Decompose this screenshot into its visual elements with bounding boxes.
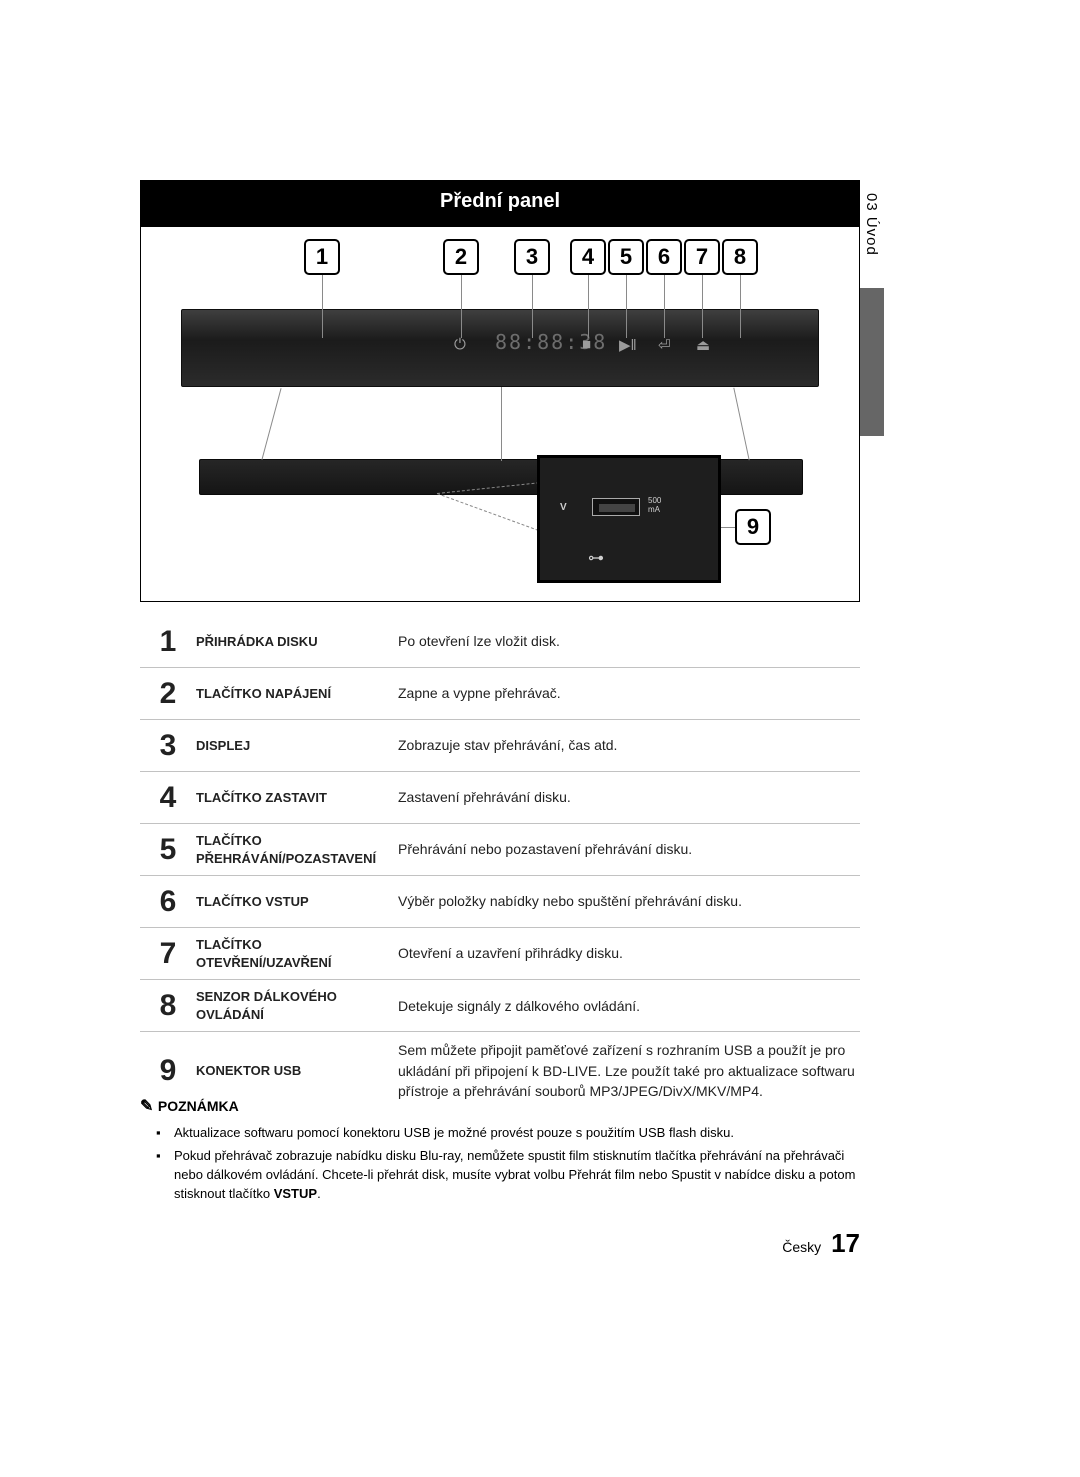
row-description: Po otevření lze vložit disk. bbox=[398, 631, 860, 651]
fan-line bbox=[501, 387, 502, 461]
row-label: DISPLEJ bbox=[196, 737, 398, 755]
callout-2: 2 bbox=[443, 239, 479, 275]
note-item: Pokud přehrávač zobrazuje nabídku disku … bbox=[174, 1147, 860, 1204]
leader-line bbox=[588, 275, 589, 338]
eject-icon: ⏏ bbox=[696, 336, 710, 354]
section-tab: 03 Úvod bbox=[863, 193, 880, 256]
table-row: 5TLAČÍTKO PŘEHRÁVÁNÍ/POZASTAVENÍPřehrává… bbox=[140, 824, 860, 876]
row-number: 5 bbox=[140, 833, 196, 867]
row-description: Sem můžete připojit paměťové zařízení s … bbox=[398, 1040, 860, 1101]
row-label: TLAČÍTKO VSTUP bbox=[196, 893, 398, 911]
page-footer: Česky 17 bbox=[140, 1228, 860, 1259]
callout-6: 6 bbox=[646, 239, 682, 275]
callout-4: 4 bbox=[570, 239, 606, 275]
row-number: 3 bbox=[140, 729, 196, 763]
usb-spec: 500 mA bbox=[648, 496, 661, 514]
table-row: 8SENZOR DÁLKOVÉHO OVLÁDÁNÍDetekuje signá… bbox=[140, 980, 860, 1032]
note-bold: VSTUP bbox=[274, 1186, 317, 1201]
page-title: Přední panel bbox=[140, 190, 860, 213]
row-label: TLAČÍTKO OTEVŘENÍ/UZAVŘENÍ bbox=[196, 936, 398, 971]
row-description: Výběr položky nabídky nebo spuštění přeh… bbox=[398, 891, 860, 911]
legend-table: 1PŘIHRÁDKA DISKUPo otevření lze vložit d… bbox=[140, 616, 860, 1109]
row-number: 6 bbox=[140, 885, 196, 919]
table-row: 2TLAČÍTKO NAPÁJENÍZapne a vypne přehráva… bbox=[140, 668, 860, 720]
row-number: 2 bbox=[140, 677, 196, 711]
row-label: TLAČÍTKO ZASTAVIT bbox=[196, 789, 398, 807]
callout-3: 3 bbox=[514, 239, 550, 275]
enter-icon: ⏎ bbox=[658, 336, 671, 354]
note-item: Aktualizace softwaru pomocí konektoru US… bbox=[174, 1124, 860, 1143]
row-label: KONEKTOR USB bbox=[196, 1062, 398, 1080]
usb-icon: ⊶ bbox=[588, 548, 604, 568]
row-label: TLAČÍTKO NAPÁJENÍ bbox=[196, 685, 398, 703]
stop-icon: ■ bbox=[582, 336, 591, 353]
row-number: 7 bbox=[140, 937, 196, 971]
callout-1: 1 bbox=[304, 239, 340, 275]
fan-line bbox=[261, 388, 281, 460]
fan-line bbox=[733, 388, 749, 461]
table-row: 4TLAČÍTKO ZASTAVITZastavení přehrávání d… bbox=[140, 772, 860, 824]
row-number: 9 bbox=[140, 1054, 196, 1088]
table-row: 6TLAČÍTKO VSTUPVýběr položky nabídky neb… bbox=[140, 876, 860, 928]
note-list: Aktualizace softwaru pomocí konektoru US… bbox=[140, 1124, 860, 1203]
row-number: 8 bbox=[140, 989, 196, 1023]
callout-8: 8 bbox=[722, 239, 758, 275]
note-section: POZNÁMKA Aktualizace softwaru pomocí kon… bbox=[140, 1096, 860, 1207]
callout-9: 9 bbox=[735, 509, 771, 545]
row-description: Zapne a vypne přehrávač. bbox=[398, 683, 860, 703]
footer-language: Česky bbox=[782, 1239, 821, 1255]
row-label: TLAČÍTKO PŘEHRÁVÁNÍ/POZASTAVENÍ bbox=[196, 832, 398, 867]
play-pause-icon: ▶‖ bbox=[619, 336, 637, 354]
leader-line bbox=[664, 275, 665, 338]
usb-port-icon bbox=[592, 498, 640, 516]
row-label: PŘIHRÁDKA DISKU bbox=[196, 633, 398, 651]
leader-line bbox=[461, 275, 462, 338]
table-row: 1PŘIHRÁDKA DISKUPo otevření lze vložit d… bbox=[140, 616, 860, 668]
row-label: SENZOR DÁLKOVÉHO OVLÁDÁNÍ bbox=[196, 988, 398, 1023]
leader-line bbox=[322, 275, 323, 338]
note-heading: POZNÁMKA bbox=[140, 1096, 860, 1116]
front-panel-diagram: 1 2 3 4 5 6 7 8 ⏻ 88:88:38 ■ ▶‖ ⏎ ⏏ V 50… bbox=[140, 226, 860, 602]
leader-line bbox=[740, 275, 741, 338]
table-row: 3DISPLEJZobrazuje stav přehrávání, čas a… bbox=[140, 720, 860, 772]
leader-line bbox=[532, 275, 533, 338]
row-description: Otevření a uzavření přihrádky disku. bbox=[398, 943, 860, 963]
callout-7: 7 bbox=[684, 239, 720, 275]
row-description: Detekuje signály z dálkového ovládání. bbox=[398, 996, 860, 1016]
leader-line bbox=[626, 275, 627, 338]
leader-line bbox=[721, 527, 735, 528]
row-number: 1 bbox=[140, 625, 196, 659]
row-description: Zastavení přehrávání disku. bbox=[398, 787, 860, 807]
callout-5: 5 bbox=[608, 239, 644, 275]
power-icon: ⏻ bbox=[454, 336, 466, 353]
leader-line bbox=[702, 275, 703, 338]
row-description: Přehrávání nebo pozastavení přehrávání d… bbox=[398, 839, 860, 859]
row-number: 4 bbox=[140, 781, 196, 815]
footer-page-number: 17 bbox=[831, 1228, 860, 1258]
row-description: Zobrazuje stav přehrávání, čas atd. bbox=[398, 735, 860, 755]
table-row: 7TLAČÍTKO OTEVŘENÍ/UZAVŘENÍOtevření a uz… bbox=[140, 928, 860, 980]
usb-v-label: V bbox=[560, 502, 567, 513]
usb-detail: V 500 mA ⊶ bbox=[537, 455, 721, 583]
